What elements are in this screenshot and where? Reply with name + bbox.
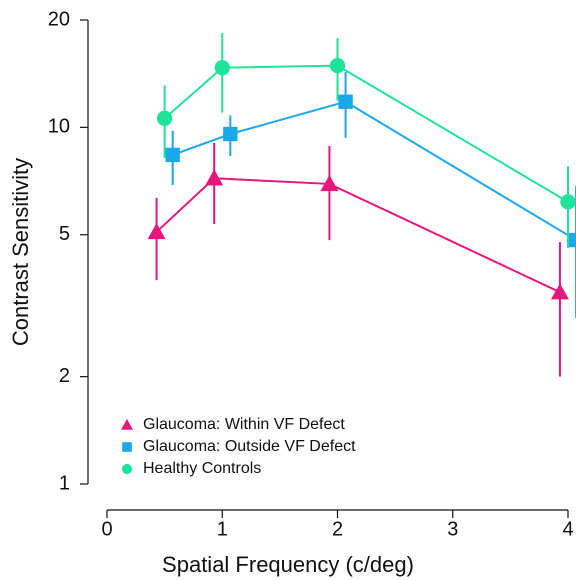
y-tick-label: 2	[59, 365, 70, 387]
data-point	[156, 110, 173, 126]
y-tick-label: 1	[59, 472, 70, 494]
series-line	[155, 177, 561, 294]
data-point	[320, 174, 339, 192]
x-axis-label: Spatial Frequency (c/deg)	[162, 552, 414, 577]
x-tick-label: 1	[217, 518, 228, 540]
y-tick-label: 20	[48, 8, 70, 30]
series-line	[172, 100, 576, 241]
legend-label: Glaucoma: Outside VF Defect	[143, 438, 356, 455]
series-line	[163, 64, 569, 203]
y-tick-label: 10	[48, 116, 70, 138]
data-point	[338, 94, 353, 109]
data-point	[147, 222, 166, 240]
y-tick-label: 5	[59, 223, 70, 245]
legend-marker	[121, 419, 133, 430]
legend-marker	[122, 442, 132, 452]
data-point	[223, 126, 238, 142]
data-point	[568, 232, 576, 248]
data-point	[205, 169, 224, 186]
x-tick-label: 2	[332, 518, 343, 540]
data-point	[550, 283, 569, 300]
legend-label: Healthy Controls	[143, 460, 261, 477]
y-axis-label: Contrast Sensitivity	[8, 158, 33, 346]
x-tick-label: 0	[101, 518, 112, 540]
data-point	[165, 147, 180, 163]
x-tick-label: 4	[562, 518, 573, 540]
x-tick-label: 3	[447, 518, 458, 540]
legend-marker	[121, 463, 133, 475]
legend-label: Glaucoma: Within VF Defect	[143, 416, 345, 433]
data-point	[214, 60, 230, 76]
data-point	[560, 194, 576, 210]
data-point	[329, 57, 346, 74]
